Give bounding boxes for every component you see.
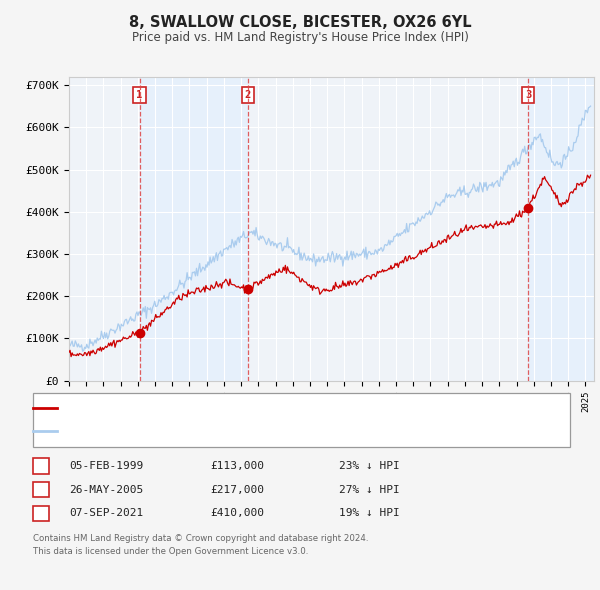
Text: HPI: Average price, detached house, Cherwell: HPI: Average price, detached house, Cher…	[75, 426, 361, 436]
Text: £217,000: £217,000	[210, 485, 264, 494]
Bar	[528, 77, 594, 381]
Text: 2: 2	[245, 90, 251, 100]
Text: 26-MAY-2005: 26-MAY-2005	[69, 485, 143, 494]
Text: 27% ↓ HPI: 27% ↓ HPI	[339, 485, 400, 494]
Text: Price paid vs. HM Land Registry's House Price Index (HPI): Price paid vs. HM Land Registry's House …	[131, 31, 469, 44]
Text: 1: 1	[37, 461, 44, 471]
Text: 3: 3	[525, 90, 532, 100]
Text: £410,000: £410,000	[210, 509, 264, 518]
Text: Contains HM Land Registry data © Crown copyright and database right 2024.: Contains HM Land Registry data © Crown c…	[33, 534, 368, 543]
Text: £113,000: £113,000	[210, 461, 264, 471]
Text: 05-FEB-1999: 05-FEB-1999	[69, 461, 143, 471]
Text: 19% ↓ HPI: 19% ↓ HPI	[339, 509, 400, 518]
Text: This data is licensed under the Open Government Licence v3.0.: This data is licensed under the Open Gov…	[33, 547, 308, 556]
Text: 07-SEP-2021: 07-SEP-2021	[69, 509, 143, 518]
Text: 2: 2	[37, 485, 44, 494]
Text: 1: 1	[136, 90, 143, 100]
Text: 23% ↓ HPI: 23% ↓ HPI	[339, 461, 400, 471]
Bar	[140, 77, 248, 381]
Text: 8, SWALLOW CLOSE, BICESTER, OX26 6YL (detached house): 8, SWALLOW CLOSE, BICESTER, OX26 6YL (de…	[75, 403, 419, 413]
Text: 8, SWALLOW CLOSE, BICESTER, OX26 6YL: 8, SWALLOW CLOSE, BICESTER, OX26 6YL	[128, 15, 472, 30]
Text: 3: 3	[37, 509, 44, 518]
